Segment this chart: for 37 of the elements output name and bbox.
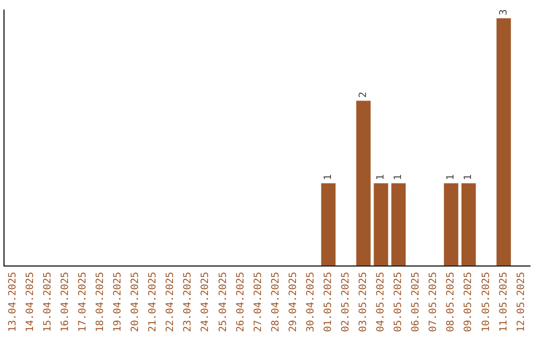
x-tick-label: 05.05.2025 — [393, 272, 404, 332]
x-tick-label: 15.04.2025 — [42, 272, 54, 332]
x-tick-label: 22.04.2025 — [165, 272, 176, 332]
data-label: 3 — [498, 9, 510, 16]
data-label: 1 — [463, 174, 474, 180]
x-tick-label: 07.05.2025 — [428, 272, 440, 332]
x-tick-label: 21.04.2025 — [148, 272, 159, 332]
x-tick-label: 19.04.2025 — [112, 272, 124, 332]
x-tick-label: 26.04.2025 — [235, 272, 246, 332]
x-tick-label: 18.04.2025 — [95, 272, 106, 332]
x-tick-label: 10.05.2025 — [480, 272, 492, 332]
x-tick-label: 04.05.2025 — [376, 272, 387, 332]
x-tick-label: 17.04.2025 — [77, 272, 88, 332]
x-tick-label: 28.04.2025 — [270, 272, 282, 332]
x-tick-label: 14.04.2025 — [24, 272, 36, 332]
x-tick-label: 23.04.2025 — [182, 272, 194, 332]
x-tick-label: 16.04.2025 — [60, 272, 71, 332]
x-tick-label: 01.05.2025 — [322, 272, 334, 332]
x-tick-label: 24.04.2025 — [200, 272, 212, 332]
x-tick-label: 27.04.2025 — [252, 272, 264, 332]
x-tick-label: 29.04.2025 — [288, 272, 299, 332]
x-tick-label: 30.04.2025 — [305, 272, 316, 332]
x-tick-label: 03.05.2025 — [358, 272, 370, 332]
x-tick-label: 06.05.2025 — [410, 272, 422, 332]
x-tick-label: 11.05.2025 — [498, 272, 510, 332]
data-label: 1 — [376, 174, 387, 180]
data-label: 2 — [358, 92, 370, 98]
data-label: 1 — [446, 174, 457, 180]
x-tick-label: 12.05.2025 — [516, 272, 527, 332]
x-tick-label: 25.04.2025 — [218, 272, 229, 332]
data-label: 1 — [322, 174, 334, 180]
x-tick-label: 13.04.2025 — [7, 272, 18, 332]
x-tick-label: 02.05.2025 — [340, 272, 352, 332]
x-tick-label: 09.05.2025 — [463, 272, 474, 332]
x-tick-label: 20.04.2025 — [130, 272, 142, 332]
data-label: 1 — [393, 174, 404, 180]
x-tick-label: 08.05.2025 — [446, 272, 457, 332]
